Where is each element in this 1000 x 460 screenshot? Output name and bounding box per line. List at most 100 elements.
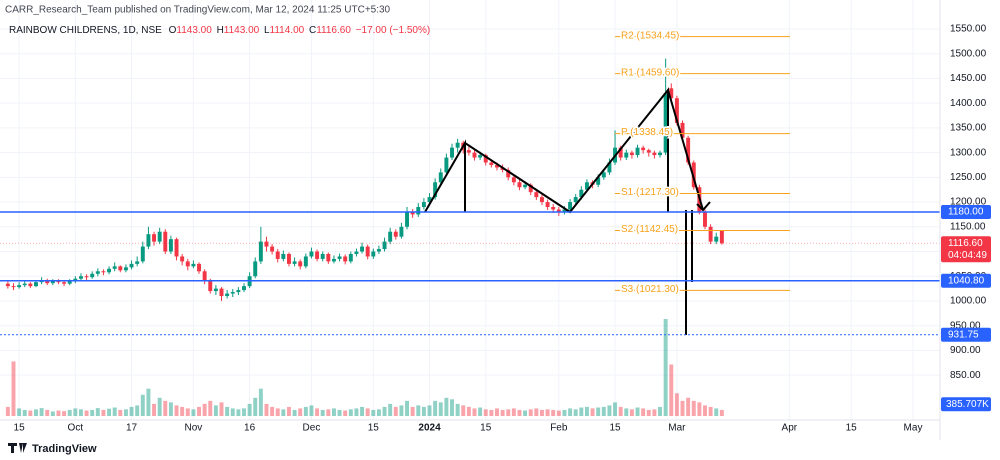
candle-body — [135, 261, 140, 264]
x-tick-label: May — [904, 423, 923, 434]
volume-bar — [590, 408, 595, 416]
candle-body — [197, 263, 201, 272]
volume-bar — [101, 409, 106, 416]
volume-bar — [287, 406, 291, 416]
candle-body — [320, 253, 325, 259]
candle-body — [180, 256, 185, 262]
candle-body — [236, 290, 241, 293]
volume-bar — [62, 411, 67, 416]
volume-bar — [596, 407, 601, 416]
candle-body — [219, 288, 224, 297]
volume-bar — [298, 408, 303, 416]
volume-bar — [607, 405, 612, 416]
candle-body — [421, 202, 426, 208]
volume-bar — [180, 406, 185, 416]
candle-body — [73, 278, 78, 282]
x-tick-label: 2024 — [418, 423, 441, 434]
y-tick-label: 1150.00 — [950, 221, 986, 232]
volume-bar — [129, 406, 134, 416]
volume-bar — [613, 402, 618, 416]
candle-body — [242, 286, 246, 291]
candle-body — [34, 282, 38, 287]
x-tick-label: Dec — [303, 423, 321, 434]
volume-bar — [90, 409, 95, 416]
volume-bar — [22, 409, 27, 416]
volume-bar — [163, 400, 168, 416]
volume-bar — [629, 409, 634, 416]
candle-body — [67, 281, 72, 284]
candle-body — [191, 263, 196, 267]
volume-bar — [343, 410, 348, 416]
volume-bar — [416, 405, 421, 416]
candle-body — [641, 147, 646, 151]
candle-body — [517, 182, 522, 188]
ohlc-key: H — [217, 25, 224, 36]
volume-bar — [123, 409, 128, 416]
volume-bar — [719, 409, 724, 416]
x-tick-label: 15 — [846, 423, 858, 434]
volume-bar — [95, 408, 100, 416]
ohlc-key: L — [264, 25, 270, 36]
volume-bar — [388, 403, 393, 416]
candle-body — [230, 292, 235, 294]
volume-bar — [242, 408, 246, 416]
change: −17.00 (−1.50%) — [356, 25, 431, 36]
volume-bar — [573, 409, 578, 416]
candle-body — [703, 211, 707, 227]
candle-body — [270, 246, 275, 252]
volume-bar — [618, 406, 623, 416]
candle-body — [253, 261, 258, 277]
candle-body — [556, 209, 561, 212]
candle-body — [393, 231, 398, 237]
volume-bar — [686, 397, 691, 416]
candle-body — [382, 241, 387, 250]
ohlc-key: O — [169, 25, 177, 36]
volume-bar — [73, 408, 78, 416]
candle-body — [371, 251, 376, 257]
volume-bar — [539, 409, 544, 416]
volume-bar — [315, 408, 320, 416]
pivot-label: S2 (1142.45) — [621, 224, 678, 235]
candle-body — [596, 177, 601, 185]
candle-body — [185, 261, 190, 267]
candle-body — [343, 256, 348, 262]
candle-body — [455, 142, 460, 148]
symbol: RAINBOW CHILDRENS, 1D, NSE — [9, 25, 162, 36]
candle-body — [573, 197, 578, 203]
candle-body — [427, 197, 432, 203]
candle-body — [146, 234, 151, 247]
volume-bar — [517, 409, 522, 416]
candle-body — [50, 281, 55, 284]
y-tick-label: 1400.00 — [950, 98, 987, 109]
candle-body — [478, 155, 483, 158]
volume-bar — [39, 408, 44, 416]
ohlc-value: 1116.60 — [316, 25, 351, 36]
volume-bar — [652, 409, 657, 416]
level-tag — [941, 327, 991, 342]
candle-body — [202, 271, 207, 282]
last-price-tag — [941, 236, 991, 263]
pivot-label: S1 (1217.30) — [621, 187, 679, 198]
candle-body — [506, 169, 511, 178]
volume-bar — [669, 364, 674, 416]
volume-bar — [708, 406, 713, 416]
volume-bar — [185, 408, 190, 416]
candle-body — [95, 271, 100, 274]
volume-bar — [438, 402, 443, 416]
candle-body — [281, 253, 286, 259]
candle-body — [551, 207, 556, 210]
volume-bar — [551, 409, 556, 416]
pivot-label: S3 (1021.30) — [621, 284, 679, 295]
volume-bar — [680, 400, 685, 416]
volume-bar — [466, 406, 471, 416]
pivot-label: P (1338.45) — [621, 127, 673, 138]
y-tick-label: 900.00 — [950, 345, 981, 356]
candle-body — [101, 271, 106, 273]
y-tick-label: 1000.00 — [950, 296, 987, 307]
candle-body — [354, 251, 359, 254]
volume-bar — [545, 409, 550, 416]
candle-body — [472, 152, 477, 158]
volume-bar — [258, 388, 263, 416]
last-price-label: 1116.60 — [948, 238, 983, 249]
